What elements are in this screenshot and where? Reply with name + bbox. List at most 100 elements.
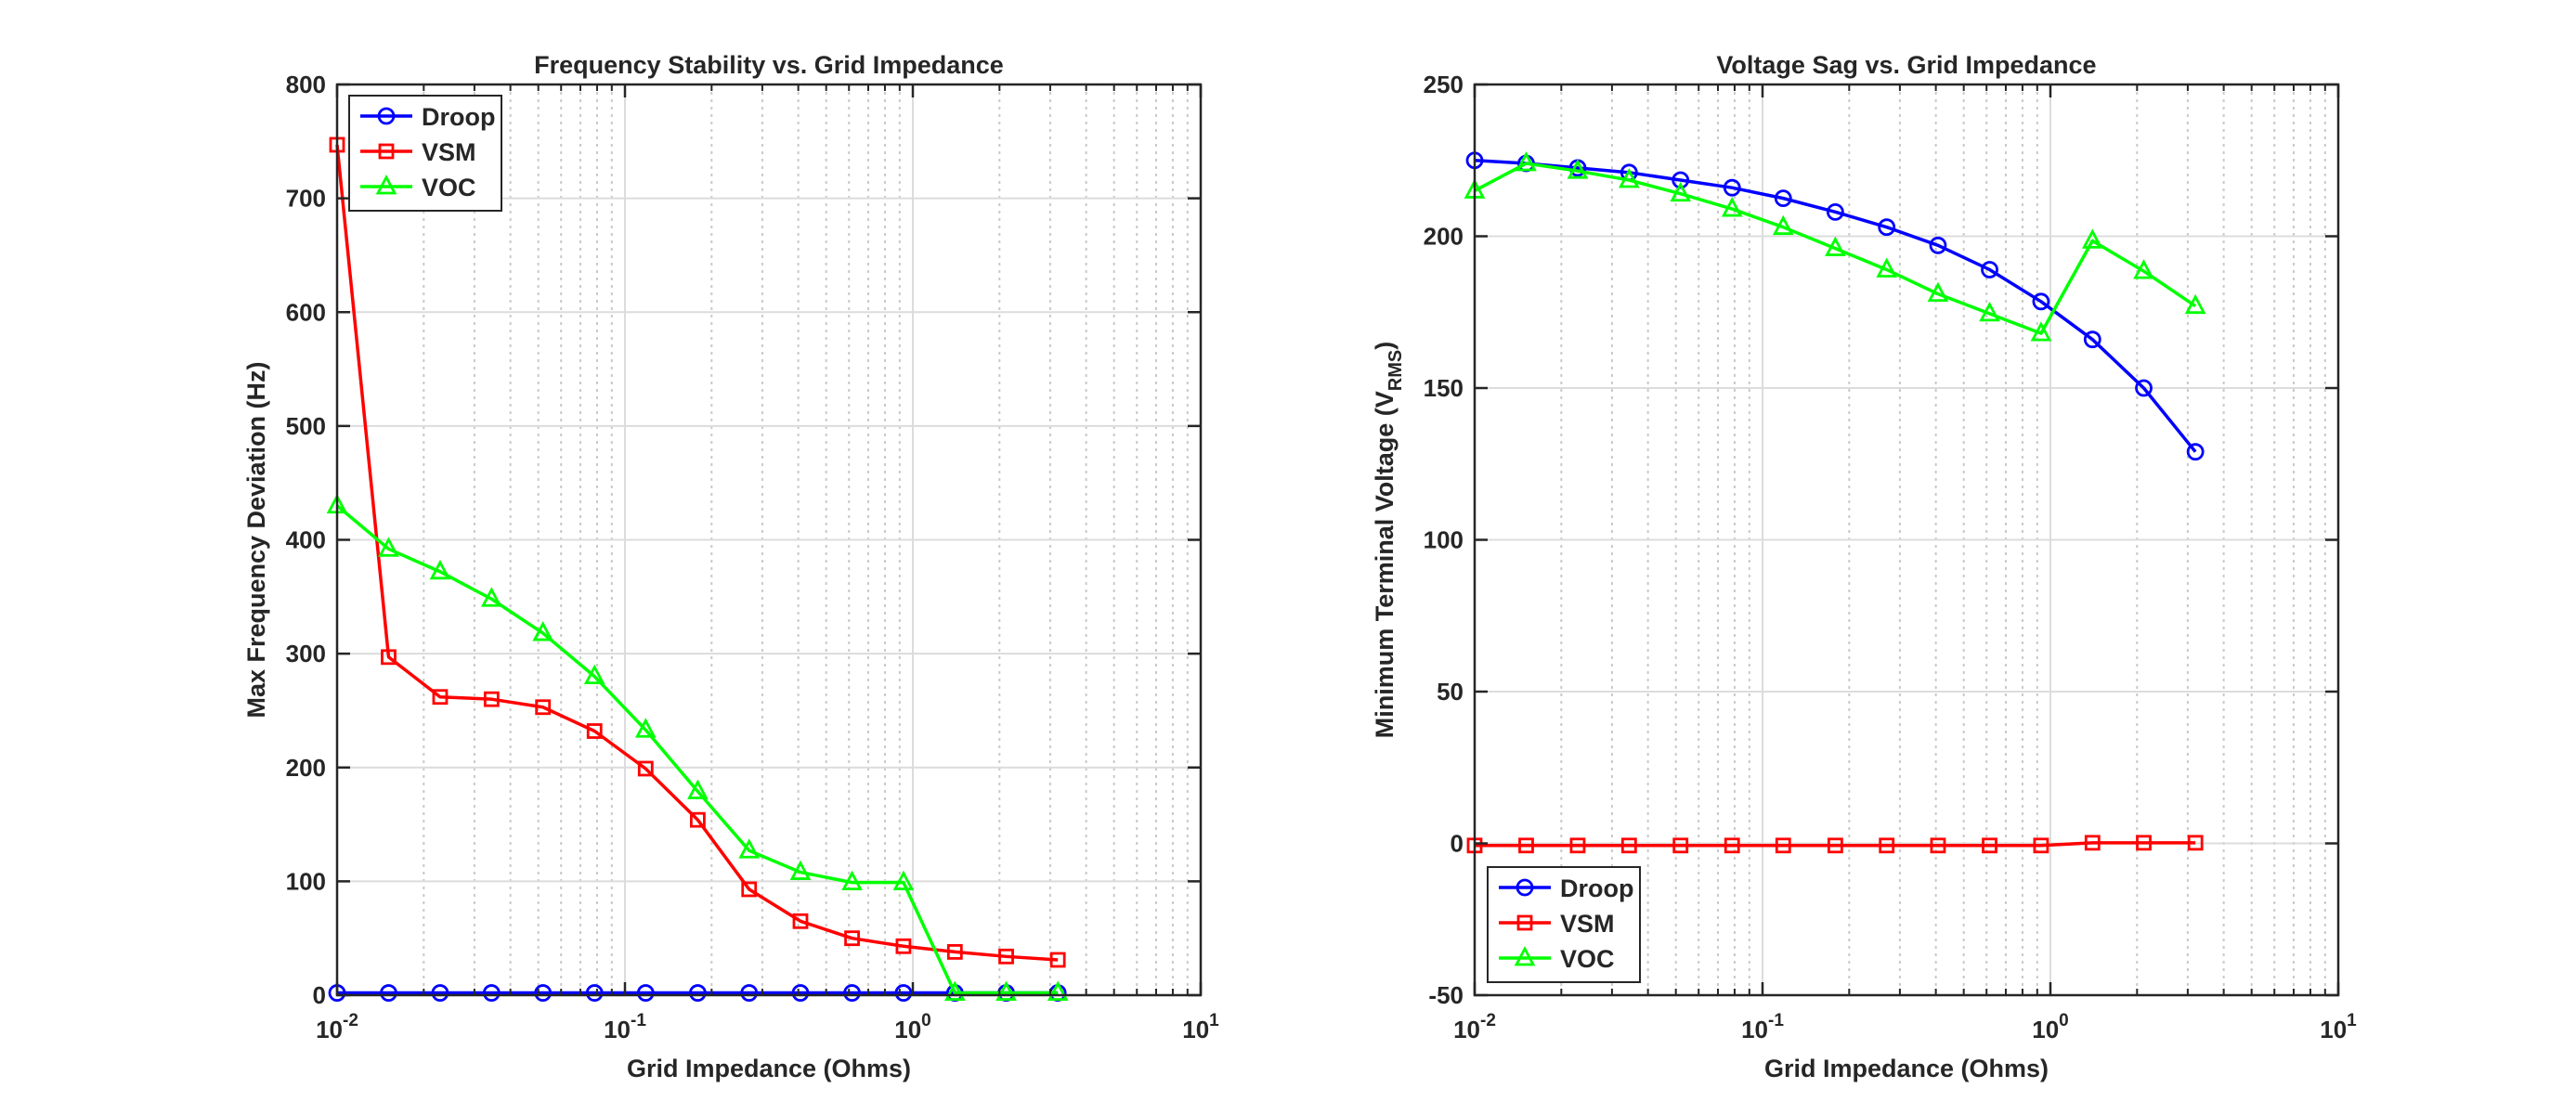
data-point <box>2083 330 2101 349</box>
data-point <box>2184 293 2206 315</box>
x-tick-exponent: 0 <box>921 1011 931 1030</box>
data-point <box>1876 257 1898 278</box>
y-tick-label: 200 <box>1424 223 1464 251</box>
data-point <box>1724 837 1740 854</box>
data-point <box>636 984 655 1002</box>
data-point <box>998 948 1014 965</box>
x-tick-label: 10-2 <box>316 1011 358 1043</box>
y-axis-label-close: ) <box>1371 342 1399 350</box>
data-point <box>481 587 502 607</box>
data-point <box>1930 837 1946 854</box>
legend-label: VSM <box>1560 910 1615 938</box>
data-point <box>2187 835 2204 851</box>
series-line <box>1475 841 2196 848</box>
data-point <box>1981 261 1998 278</box>
data-point <box>689 811 706 828</box>
y-tick-label: 800 <box>286 71 326 98</box>
series-voc <box>326 493 1069 1001</box>
axes <box>335 83 1203 997</box>
data-point <box>431 984 449 1002</box>
data-point <box>843 984 861 1002</box>
y-tick-label: 400 <box>286 526 326 554</box>
data-point <box>1047 980 1069 1001</box>
data-point <box>687 779 709 799</box>
legend-item-droop: Droop <box>360 103 495 131</box>
data-point <box>1721 197 1743 217</box>
y-axis-label-subscript: RMS <box>1386 350 1406 391</box>
y-tick-label: 250 <box>1424 71 1464 98</box>
data-point <box>429 559 451 580</box>
data-point <box>534 984 553 1002</box>
chart-title: Voltage Sag vs. Grid Impedance <box>1716 51 2096 79</box>
data-point <box>1927 281 1949 303</box>
legend-marker <box>377 107 396 125</box>
legend-marker <box>1516 878 1534 897</box>
legend-item-vsm: VSM <box>360 138 476 166</box>
data-point <box>688 984 707 1002</box>
data-point <box>1982 837 1997 854</box>
y-tick-label: 300 <box>286 640 326 667</box>
data-point <box>483 691 500 707</box>
data-point <box>1670 181 1692 202</box>
data-point <box>1672 837 1689 854</box>
chart-title: Frequency Stability vs. Grid Impedance <box>534 51 1004 79</box>
data-point <box>1878 218 1896 237</box>
data-point <box>741 881 758 898</box>
y-tick-label: 100 <box>1424 526 1464 554</box>
data-point <box>1827 837 1843 854</box>
x-axis-label: Grid Impedance (Ohms) <box>627 1055 911 1082</box>
y-tick-label: 200 <box>286 754 326 782</box>
data-point <box>2081 228 2103 249</box>
axes <box>1473 83 2340 997</box>
data-point <box>1723 178 1741 197</box>
data-point <box>1826 202 1844 221</box>
legend: Droop VSM VOC <box>348 95 502 212</box>
x-tick-label: 10-2 <box>1453 1011 1496 1043</box>
x-tick-base: 10 <box>316 1016 343 1043</box>
legend-label: Droop <box>1560 874 1633 902</box>
x-tick-label: 10-1 <box>1741 1011 1784 1043</box>
x-tick-exponent: 1 <box>1209 1011 1219 1030</box>
data-point <box>2133 259 2154 279</box>
x-tick-label: 100 <box>894 1011 931 1043</box>
legend-item-voc: VOC <box>1499 945 1615 973</box>
data-point <box>2136 835 2152 851</box>
data-point <box>637 760 654 777</box>
legend-marker <box>1514 946 1536 966</box>
y-tick-label: 0 <box>313 981 326 1009</box>
x-tick-exponent: -2 <box>1480 1011 1496 1030</box>
series-line <box>335 144 1059 962</box>
data-point <box>894 984 913 1002</box>
data-point <box>1620 837 1637 854</box>
data-point <box>2032 292 2050 311</box>
data-point <box>895 938 912 954</box>
data-point <box>532 621 554 641</box>
data-point <box>1672 171 1690 189</box>
x-axis-label: Grid Impedance (Ohms) <box>1764 1055 2049 1082</box>
x-tick-exponent: -2 <box>343 1011 358 1030</box>
x-tick-exponent: 0 <box>2059 1011 2069 1030</box>
x-tick-base: 10 <box>604 1016 631 1043</box>
y-tick-label: 0 <box>1451 830 1464 858</box>
legend-marker <box>378 143 395 160</box>
series-droop <box>1465 151 2205 461</box>
data-point <box>1569 837 1586 854</box>
y-tick-label: 100 <box>286 867 326 895</box>
y-tick-label: 50 <box>1437 678 1464 706</box>
legend-label: Droop <box>422 103 495 131</box>
y-axis-label-main: Minimum Terminal Voltage (V <box>1371 391 1399 738</box>
x-tick-label: 10-1 <box>604 1011 646 1043</box>
data-point <box>634 718 657 738</box>
series-line <box>1474 162 2197 335</box>
x-tick-exponent: 1 <box>2347 1011 2357 1030</box>
data-point <box>2135 379 2153 397</box>
x-tick-base: 10 <box>1453 1016 1480 1043</box>
data-point <box>841 870 863 891</box>
data-point <box>1879 837 1895 854</box>
data-point <box>946 944 963 960</box>
x-tick-exponent: -1 <box>631 1011 646 1030</box>
data-point <box>1774 189 1792 208</box>
x-tick-label: 101 <box>1182 1011 1219 1043</box>
